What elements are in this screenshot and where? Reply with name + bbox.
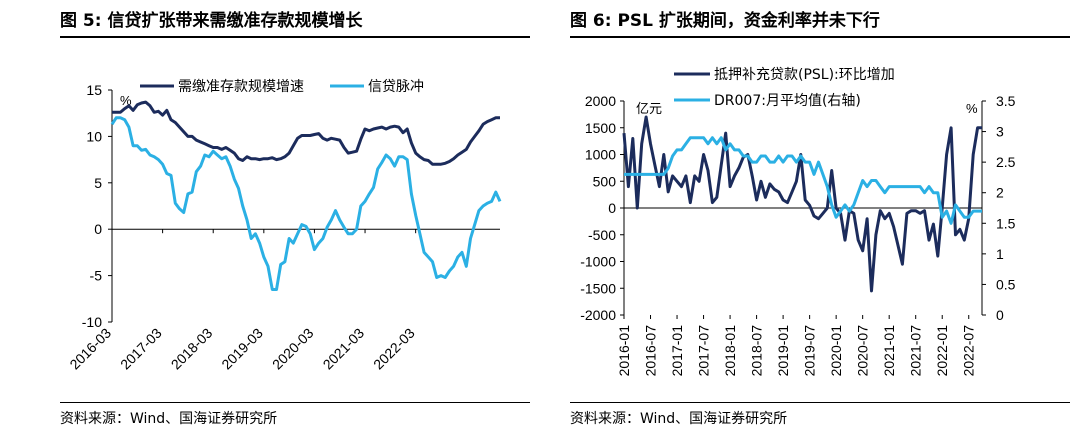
y-right-unit-label: % [966,101,978,116]
x-tick-label: 2018-07 [749,325,765,377]
y-left-tick-label: 500 [593,173,617,189]
series-line-reserve-growth [112,100,500,166]
y-right-tick-label: 2.5 [996,154,1016,170]
chart-left-svg: 15 10 5 0 -5 -10% 2016-03 2017-03 2018-03 2019-03… [66,79,502,373]
x-tick-label: 2016-01 [616,325,632,377]
x-tick-label: 2021-03 [320,325,368,373]
x-tick-label: 2020-03 [269,325,317,373]
x-tick-label: 2021-07 [908,325,924,377]
chart-panel-right: 图 6: PSL 扩张期间，资金利率并未下行 2000 1500 1000 500 0 -… [550,0,1080,443]
y-tick-label: 10 [86,128,102,144]
y-left-tick-label: -500 [588,227,616,243]
y-right-tick-label: 0 [996,307,1004,323]
y-tick-label: 0 [94,221,102,237]
title-rule [60,36,530,38]
x-tick-label: 2021-01 [881,325,897,377]
series-line-credit-impulse [110,116,502,291]
x-tick-label: 2017-07 [696,325,712,377]
y-left-tick-label: 1000 [585,147,616,163]
title-rule [570,36,1070,38]
source-rule [570,402,1070,403]
source-rule [60,402,530,403]
y-right-tick-label: 3 [996,124,1004,140]
x-tick-label: 2016-07 [643,325,659,377]
y-tick-label: 15 [86,82,102,98]
y-unit-label: % [120,93,132,108]
x-tick-label: 2017-01 [669,325,685,377]
chart-title: 图 6: PSL 扩张期间，资金利率并未下行 [570,11,880,31]
x-tick-label: 2017-03 [117,325,165,373]
legend-label: 抵押补充贷款(PSL):环比增加 [714,67,895,83]
y-left-tick-label: 1500 [585,120,616,136]
x-tick-label: 2020-07 [855,325,871,377]
x-tick-label: 2019-03 [218,325,266,373]
x-tick-label: 2022-07 [961,325,977,377]
source-note: 资料来源：Wind、国海证券研究所 [60,411,278,427]
chart-right-svg: 2000 1500 1000 500 0 -500 -1000 -1500 -2000 3.5 3 2… [580,67,1016,377]
x-tick-label: 2022-03 [370,325,418,373]
y-left-tick-label: 2000 [585,93,616,109]
x-tick-label: 2020-01 [828,325,844,377]
y-left-tick-label: 0 [608,200,616,216]
y-left-tick-label: -1500 [580,280,616,296]
source-note: 资料来源：Wind、国海证券研究所 [570,411,788,427]
legend-label: DR007:月平均值(右轴) [714,93,861,109]
chart-panel-left: 图 5: 信贷扩张带来需缴准存款规模增长 15 10 5 0 -5 -10% 2016-03… [60,11,530,427]
series-line-psl [622,115,982,293]
legend-label: 信贷脉冲 [368,79,424,95]
y-tick-label: -5 [90,268,103,284]
x-tick-label: 2019-07 [802,325,818,377]
y-right-tick-label: 3.5 [996,93,1016,109]
y-tick-label: 5 [94,175,102,191]
y-left-tick-label: -2000 [580,307,616,323]
x-tick-label: 2019-01 [775,325,791,377]
y-right-tick-label: 1 [996,246,1004,262]
series-line-dr007 [624,136,982,225]
y-left-tick-label: -1000 [580,254,616,270]
x-tick-label: 2022-01 [934,325,950,377]
y-right-tick-label: 1.5 [996,215,1016,231]
x-tick-label: 2018-03 [168,325,216,373]
chart-title: 图 5: 信贷扩张带来需缴准存款规模增长 [60,11,363,31]
y-left-unit-label: 亿元 [636,102,662,117]
y-right-tick-label: 0.5 [996,276,1016,292]
y-tick-label: -10 [82,314,102,330]
x-tick-label: 2016-03 [66,325,114,373]
legend-label: 需缴准存款规模增速 [178,79,304,95]
y-right-tick-label: 2 [996,185,1004,201]
x-tick-label: 2018-01 [722,325,738,377]
